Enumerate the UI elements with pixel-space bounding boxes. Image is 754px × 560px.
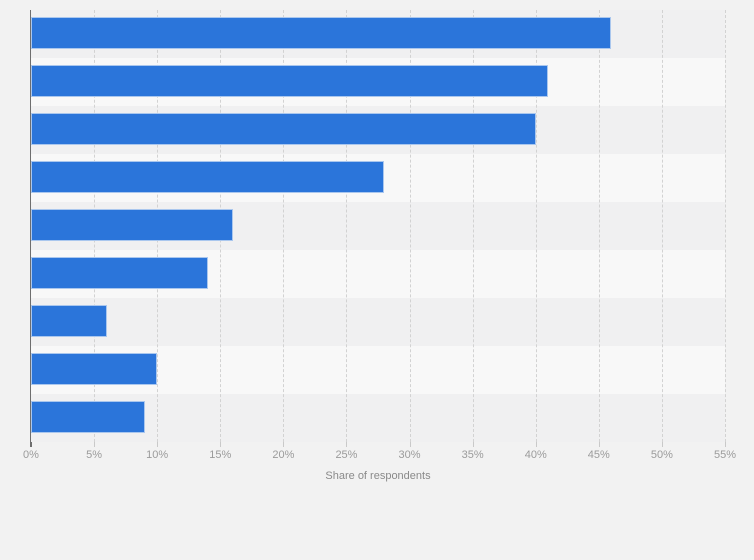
gridline	[283, 10, 285, 442]
gridline	[346, 10, 348, 442]
axis-tick	[283, 442, 285, 447]
x-tick-label: 20%	[272, 449, 295, 461]
bar[interactable]	[31, 353, 158, 385]
gridline	[409, 10, 411, 442]
x-tick-label: 5%	[86, 449, 103, 461]
bar[interactable]	[31, 257, 208, 289]
axis-tick	[157, 442, 159, 447]
gridline	[535, 10, 537, 442]
x-tick-label: 35%	[461, 449, 484, 461]
x-tick-label: 10%	[146, 449, 169, 461]
axis-tick	[409, 442, 411, 447]
gridline	[661, 10, 663, 442]
x-tick-label: 0%	[23, 449, 39, 461]
x-axis-title: Share of respondents	[325, 470, 431, 482]
axis-tick	[346, 442, 348, 447]
gridline	[472, 10, 474, 442]
bar[interactable]	[31, 113, 536, 145]
x-tick-label: 45%	[587, 449, 610, 461]
x-tick-label: 50%	[650, 449, 673, 461]
x-tick-label: 15%	[209, 449, 232, 461]
row-stripe	[31, 298, 725, 346]
row-stripe	[31, 394, 725, 442]
x-tick-label: 40%	[524, 449, 547, 461]
plot-area	[30, 10, 726, 447]
bar[interactable]	[31, 401, 145, 433]
axis-tick	[598, 442, 600, 447]
bar[interactable]	[31, 305, 107, 337]
axis-tick	[220, 442, 222, 447]
axis-tick	[535, 442, 537, 447]
axis-tick	[94, 442, 96, 447]
bar[interactable]	[31, 65, 549, 97]
x-axis: 0% 5% 10% 15% 20% 25% 30% 35% 40% 45% 50% 55%	[23, 448, 736, 462]
axis-tick	[661, 442, 663, 447]
bar[interactable]	[31, 161, 385, 193]
x-tick-label: 55%	[713, 449, 737, 461]
gridline	[725, 10, 726, 442]
bar[interactable]	[31, 209, 233, 241]
axis-tick	[472, 442, 474, 447]
axis-tick	[725, 442, 726, 447]
x-tick-label: 30%	[398, 449, 421, 461]
bar[interactable]	[31, 17, 612, 49]
x-tick-label: 25%	[335, 449, 358, 461]
gridline	[598, 10, 600, 442]
